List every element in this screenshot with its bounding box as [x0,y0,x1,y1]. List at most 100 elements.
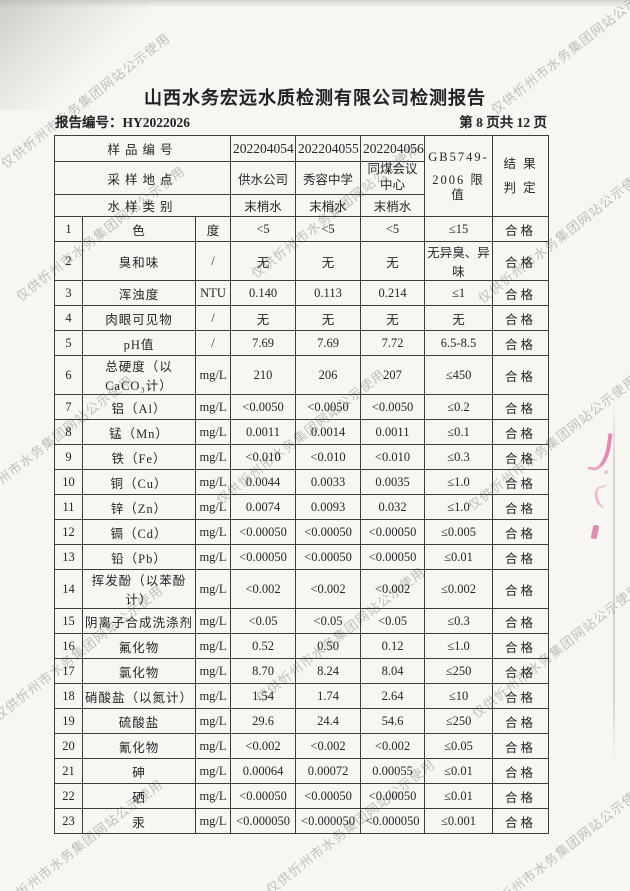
table-row: 9 铁（Fe） mg/L <0.010 <0.010 <0.010 ≤0.3 合… [54,444,550,470]
result-value: 合格 [492,758,550,784]
result-header-line2: 判 定 [503,180,538,195]
row-number: 12 [54,519,83,545]
parameter-name: 铝（Al） [82,394,196,420]
table-row: 15 阴离子合成洗涤剂 mg/L <0.05 <0.05 <0.05 ≤0.3 … [54,608,550,634]
result-value: 合格 [492,633,550,659]
sample3-location: 同煤会议中心 [360,161,426,195]
result-value: 合格 [492,783,550,809]
row-number: 17 [54,658,83,684]
row-number: 10 [54,469,83,495]
parameter-name: 氰化物 [82,733,196,759]
limit-value: ≤1.0 [424,633,494,659]
unit: mg/L [194,808,232,834]
unit: mg/L [194,733,232,759]
sample3-value: 无 [360,305,426,331]
limit-value: ≤0.3 [424,608,494,634]
row-number: 13 [54,544,83,570]
result-value: 合格 [492,469,550,495]
table-row: 14 挥发酚（以苯酚计） mg/L <0.002 <0.002 <0.002 ≤… [54,569,550,609]
pink-stamp-stroke [587,430,613,473]
sample2-value: <5 [295,216,362,242]
sample2-type: 末梢水 [295,194,362,217]
parameter-name: 臭和味 [82,241,196,281]
sample1-value: <0.0050 [230,394,297,420]
sample3-value: 0.0011 [360,419,426,445]
result-value: 合格 [492,419,550,445]
table-row: 2 臭和味 / 无 无 无 无异臭、异味 合格 [54,241,550,281]
sample3-value: 0.032 [360,494,426,520]
unit: mg/L [194,394,232,420]
parameter-name: 镉（Cd） [82,519,196,545]
sample3-value: 2.64 [360,683,426,709]
sample2-value: <0.05 [295,608,362,634]
result-value: 合格 [492,444,550,470]
sample2-value: 0.113 [295,280,362,306]
parameter-name: 色 [82,216,196,242]
row-number: 6 [54,355,83,395]
sample2-value: 0.0014 [295,419,362,445]
sample1-value: 1.54 [230,683,297,709]
sample3-value: <0.0050 [360,394,426,420]
result-value: 合格 [492,394,550,420]
table-row: 13 铅（Pb） mg/L <0.00050 <0.00050 <0.00050… [54,544,550,570]
parameter-name: 浑浊度 [82,280,196,306]
result-value: 合格 [492,519,550,545]
limit-value: ≤0.002 [424,569,494,609]
table-row: 1 色 度 <5 <5 <5 ≤15 合格 [54,216,550,242]
table-row: 10 铜（Cu） mg/L 0.0044 0.0033 0.0035 ≤1.0 … [54,469,550,495]
sample3-value: <5 [360,216,426,242]
sample1-value: 29.6 [230,708,297,734]
result-value: 合格 [492,494,550,520]
result-value: 合格 [492,658,550,684]
report-title: 山西水务宏远水质检测有限公司检测报告 [144,88,486,108]
sample1-value: 0.52 [230,633,297,659]
sample2-value: 0.50 [295,633,362,659]
sample1-value: 0.140 [230,280,297,306]
table-row: 11 锌（Zn） mg/L 0.0074 0.0093 0.032 ≤1.0 合… [54,494,550,520]
row-number: 18 [54,683,83,709]
sample2-location: 秀容中学 [295,161,362,195]
table-row: 3 浑浊度 NTU 0.140 0.113 0.214 ≤1 合格 [54,280,550,306]
unit: / [194,305,232,331]
location-row: 采样地点 供水公司 秀容中学 同煤会议中心 [53,161,549,195]
sample2-value: 24.4 [295,708,362,734]
sample2-value: 7.69 [295,330,362,356]
row-number: 8 [54,419,83,445]
sample1-value: 0.0074 [230,494,297,520]
result-value: 合格 [492,569,550,609]
sample3-value: <0.05 [360,608,426,634]
result-value: 合格 [492,733,550,759]
parameter-name: 硫酸盐 [82,708,196,734]
sample3-value: <0.002 [360,569,426,609]
sample3-value: 54.6 [360,708,426,734]
sample1-value: 0.0044 [230,469,297,495]
row-number: 2 [54,241,83,281]
sample3-value: 207 [360,355,426,395]
result-value: 合格 [492,683,550,709]
limit-header-line1: GB5749- [428,149,489,164]
parameter-name: 阴离子合成洗涤剂 [82,608,196,634]
sample3-type: 末梢水 [360,194,426,217]
row-number: 1 [54,216,83,242]
sample3-value: <0.010 [360,444,426,470]
sample3-value: 0.00055 [360,758,426,784]
limit-value: ≤0.001 [424,808,494,834]
sample2-value: <0.00050 [295,519,362,545]
limit-value: ≤0.1 [424,419,494,445]
unit: mg/L [194,608,232,634]
row-number: 11 [54,494,83,520]
sample2-value: 0.0093 [295,494,362,520]
sample3-value: 0.0035 [360,469,426,495]
unit: / [194,330,232,356]
sample1-id: 202204054 [230,135,297,162]
sample3-id: 202204056 [360,135,426,162]
unit: mg/L [194,494,232,520]
sample2-value: 0.00072 [295,758,362,784]
limit-value: ≤0.005 [424,519,494,545]
row-number: 21 [54,758,83,784]
parameter-name: 铁（Fe） [82,444,196,470]
limit-value: ≤250 [424,708,494,734]
limit-value: ≤0.01 [424,783,494,809]
row-number: 20 [54,733,83,759]
